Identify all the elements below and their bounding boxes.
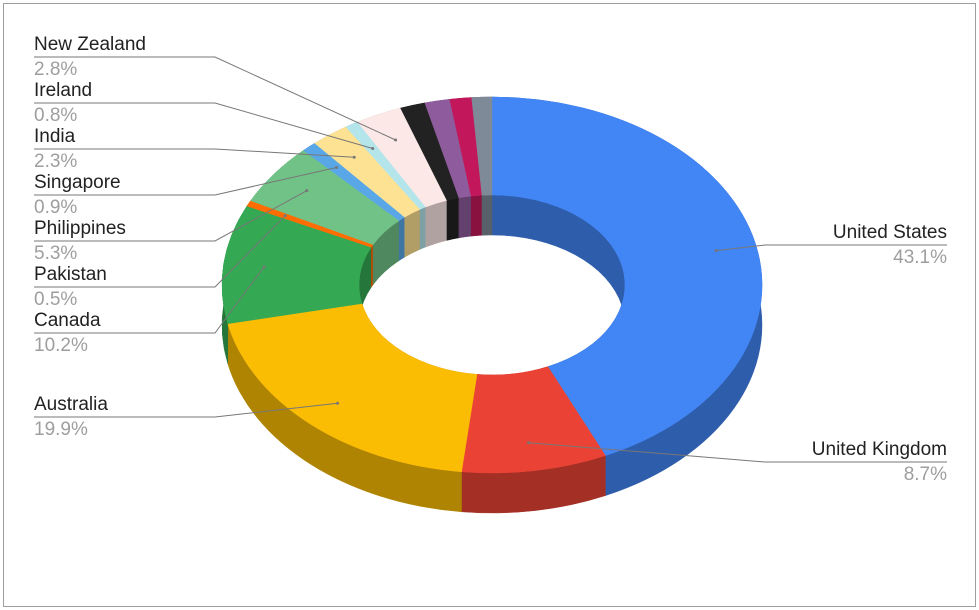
leader-line (34, 148, 355, 158)
leader-line (716, 244, 947, 252)
value-label: 2.3% (34, 151, 77, 172)
leader-dot (394, 138, 398, 142)
leader-dot (334, 165, 338, 169)
inner-wall (398, 216, 405, 262)
category-label: United Kingdom (812, 439, 947, 460)
leader-line (34, 190, 307, 242)
leader-dot (352, 155, 356, 159)
leader-line (34, 402, 338, 418)
category-label: Australia (34, 394, 108, 415)
leader-line (34, 215, 286, 288)
category-label: United States (833, 222, 947, 243)
leader-dot (527, 441, 531, 445)
value-label: 43.1% (893, 247, 947, 268)
category-label: New Zealand (34, 34, 146, 55)
leader-line (528, 442, 947, 463)
category-label: Canada (34, 310, 101, 331)
category-label: Ireland (34, 80, 92, 101)
value-label: 0.8% (34, 105, 77, 126)
category-label: India (34, 126, 76, 147)
category-label: Philippines (34, 218, 126, 239)
leader-line (34, 266, 265, 334)
value-label: 0.9% (34, 197, 77, 218)
leader-dot (283, 214, 287, 218)
leader-dot (262, 265, 266, 269)
inner-wall (371, 243, 374, 289)
slice (471, 96, 493, 196)
leader-dot (305, 189, 309, 193)
leader-dot (336, 401, 340, 405)
inner-wall (419, 206, 426, 250)
value-label: 0.5% (34, 289, 77, 310)
inner-wall (446, 197, 460, 241)
inner-wall (481, 194, 493, 236)
inner-wall (425, 200, 448, 248)
value-label: 5.3% (34, 243, 77, 264)
leader-line (34, 56, 396, 141)
leader-line (34, 102, 373, 149)
inner-wall (458, 195, 472, 239)
leader-line (34, 166, 337, 196)
value-label: 19.9% (34, 419, 88, 440)
value-label: 8.7% (904, 464, 947, 485)
leader-dot (714, 249, 718, 253)
inner-wall (470, 194, 483, 237)
leader-dot (371, 146, 375, 150)
labels: United States 43.1% United Kingdom 8.7% Aust… (34, 34, 947, 485)
slice (227, 303, 478, 473)
category-label: Singapore (34, 172, 121, 193)
inner-wall (404, 208, 421, 258)
category-label: Pakistan (34, 264, 107, 285)
value-label: 2.8% (34, 59, 77, 80)
chart-border (3, 3, 976, 607)
value-label: 10.2% (34, 335, 88, 356)
